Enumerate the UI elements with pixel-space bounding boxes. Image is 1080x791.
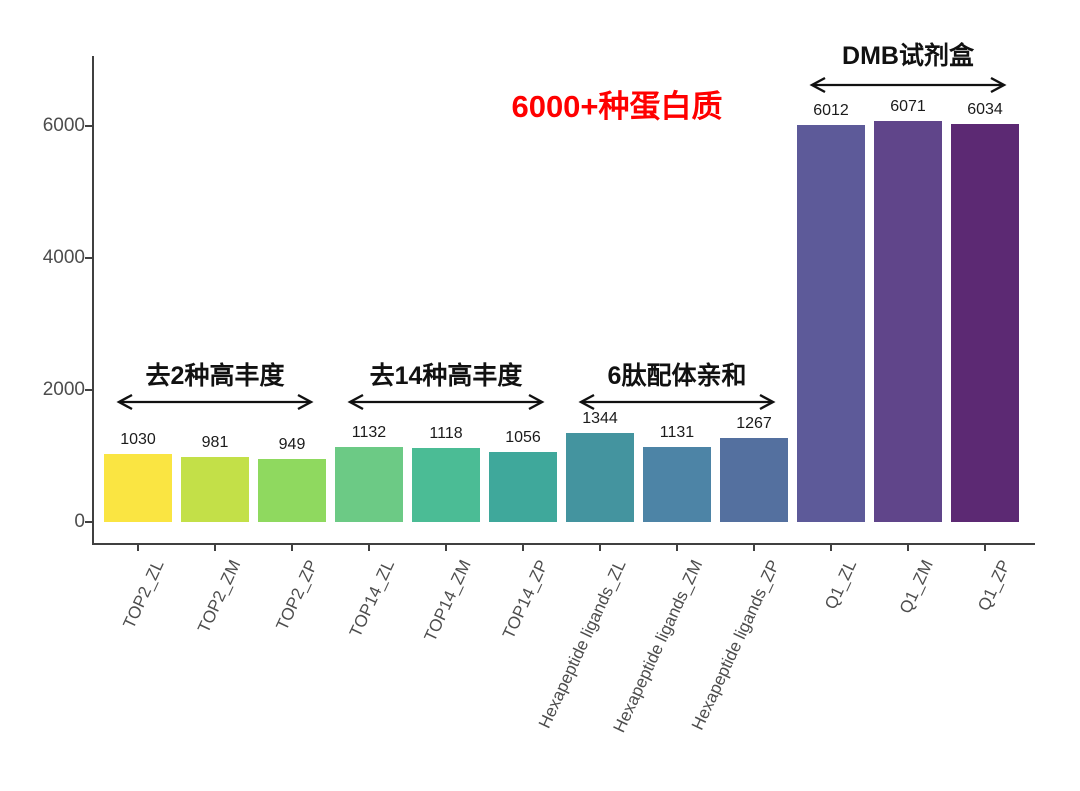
- x-tick-mark: [214, 545, 216, 551]
- x-tick-mark: [676, 545, 678, 551]
- bar: [951, 124, 1019, 522]
- x-axis-category-text: TOP14_ZP: [499, 557, 553, 642]
- group-annotation-label: 去2种高丰度: [145, 362, 285, 390]
- x-axis-category-text: Q1_ZP: [974, 557, 1015, 614]
- x-axis-category-text: Hexapeptide ligands_ZP: [687, 557, 784, 733]
- group-range-arrow: [801, 75, 1015, 95]
- y-axis-line: [92, 56, 94, 545]
- group-annotation-label: 6肽配体亲和: [607, 362, 747, 390]
- bar: [720, 438, 788, 522]
- bar-value-label: 6071: [890, 98, 926, 115]
- y-tick-mark: [85, 521, 92, 523]
- x-tick-mark: [830, 545, 832, 551]
- bar: [335, 447, 403, 522]
- x-tick-mark: [137, 545, 139, 551]
- bar-value-label: 1267: [736, 415, 772, 432]
- x-tick-mark: [291, 545, 293, 551]
- bar-value-label: 1118: [429, 425, 463, 442]
- x-tick-mark: [368, 545, 370, 551]
- bar-value-label: 1132: [351, 424, 387, 441]
- x-axis-category-text: TOP2_ZM: [193, 557, 245, 636]
- y-axis-tick-label: 6000: [42, 115, 85, 136]
- bar-value-label: 1344: [582, 410, 618, 427]
- group-range-arrow: [570, 392, 784, 412]
- bar: [874, 121, 942, 522]
- bar: [797, 125, 865, 522]
- x-tick-mark: [907, 545, 909, 551]
- x-axis-category-text: TOP2_ZL: [118, 557, 168, 632]
- bar-value-label: 1056: [505, 429, 541, 446]
- group-range-arrow: [108, 392, 322, 412]
- group-annotation-label: 去14种高丰度: [369, 362, 523, 390]
- y-tick-mark: [85, 389, 92, 391]
- y-tick-mark: [85, 125, 92, 127]
- bar-value-label: 981: [201, 434, 229, 451]
- x-axis-line: [92, 543, 1035, 545]
- bar: [258, 459, 326, 522]
- x-axis-category-text: TOP14_ZM: [420, 557, 476, 645]
- x-tick-mark: [445, 545, 447, 551]
- x-axis-category-text: Hexapeptide ligands_ZM: [609, 557, 707, 736]
- x-axis-category-text: TOP2_ZP: [272, 557, 322, 634]
- y-axis-tick-label: 4000: [42, 247, 85, 268]
- bar: [181, 457, 249, 522]
- x-axis-category-text: Hexapeptide ligands_ZL: [534, 557, 630, 732]
- bar: [566, 433, 634, 522]
- x-tick-mark: [753, 545, 755, 551]
- x-axis-category-text: Q1_ZM: [896, 557, 938, 617]
- x-tick-mark: [599, 545, 601, 551]
- x-tick-mark: [984, 545, 986, 551]
- group-range-arrow: [339, 392, 553, 412]
- bar-value-label: 1131: [659, 424, 695, 441]
- y-tick-mark: [85, 257, 92, 259]
- x-tick-mark: [522, 545, 524, 551]
- bar: [412, 448, 480, 522]
- bar-value-label: 6034: [967, 101, 1003, 118]
- bar: [643, 447, 711, 522]
- bar-value-label: 949: [278, 436, 306, 453]
- bar-value-label: 1030: [120, 431, 156, 448]
- bar-value-label: 6012: [813, 102, 849, 119]
- highlight-annotation: 6000+种蛋白质: [511, 89, 723, 124]
- y-axis-tick-label: 2000: [42, 379, 85, 400]
- bar: [489, 452, 557, 522]
- x-axis-category-text: Q1_ZL: [821, 557, 861, 613]
- group-annotation-label: DMB试剂盒: [842, 42, 974, 70]
- x-axis-category-text: TOP14_ZL: [345, 557, 399, 641]
- bar: [104, 454, 172, 522]
- y-axis-tick-label: 0: [74, 511, 85, 532]
